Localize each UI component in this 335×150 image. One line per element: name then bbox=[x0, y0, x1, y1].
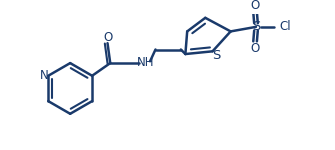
Text: O: O bbox=[251, 42, 260, 55]
Text: NH: NH bbox=[137, 56, 154, 69]
Text: O: O bbox=[103, 31, 112, 44]
Text: N: N bbox=[40, 69, 49, 82]
Text: S: S bbox=[252, 20, 260, 33]
Text: O: O bbox=[251, 0, 260, 12]
Text: Cl: Cl bbox=[279, 20, 291, 33]
Text: S: S bbox=[212, 49, 220, 62]
